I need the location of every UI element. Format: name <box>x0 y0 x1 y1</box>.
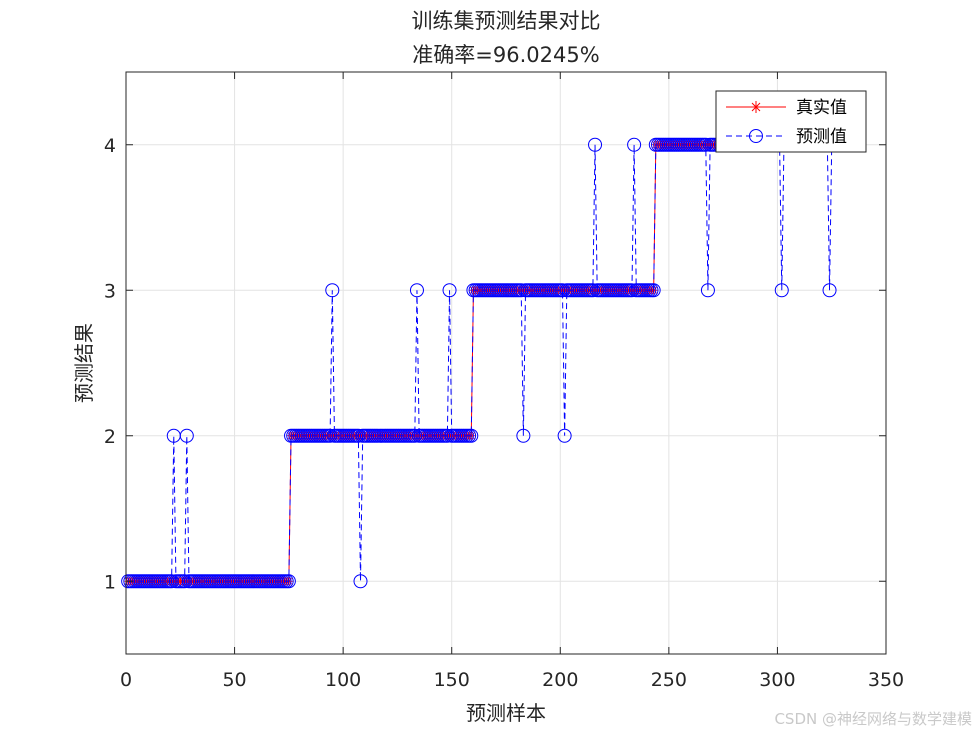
x-tick-label: 200 <box>542 669 578 691</box>
legend-true-label: 真实值 <box>796 98 847 118</box>
plot-frame <box>125 71 887 655</box>
chart-subtitle: 准确率=96.0245% <box>412 43 599 67</box>
x-tick-label: 0 <box>120 669 132 691</box>
legend-box <box>715 90 867 153</box>
axis-ticks: 0 50 100 150 200 250 300 350 1 2 3 4 <box>104 72 904 691</box>
predicted-point <box>646 283 661 298</box>
x-tick-label: 50 <box>222 669 246 691</box>
predicted-point <box>516 428 531 443</box>
x-tick-label: 250 <box>651 669 687 691</box>
predicted-point <box>442 283 457 298</box>
x-axis-label: 预测样本 <box>466 701 546 725</box>
predicted-point <box>281 574 296 589</box>
predicted-point <box>464 428 479 443</box>
legend: 真实值 预测值 <box>715 90 867 153</box>
legend-pred-marker <box>749 129 763 143</box>
predicted-point <box>325 283 340 298</box>
watermark: CSDN @神经网络与数学建模 <box>774 710 972 728</box>
predicted-point <box>588 137 603 152</box>
x-tick-label: 350 <box>868 669 904 691</box>
predicted-point <box>409 283 424 298</box>
x-tick-label: 300 <box>759 669 795 691</box>
legend-true-marker <box>750 101 762 113</box>
legend-pred-label: 预测值 <box>796 127 847 147</box>
predicted-point <box>774 283 789 298</box>
predicted-point <box>822 283 837 298</box>
x-tick-label: 150 <box>434 669 470 691</box>
y-axis-label: 预测结果 <box>72 323 96 403</box>
predicted-point <box>700 283 715 298</box>
predicted-point <box>353 574 368 589</box>
y-tick-label: 3 <box>104 280 116 302</box>
y-tick-label: 4 <box>104 135 116 157</box>
predicted-point <box>179 428 194 443</box>
y-tick-label: 2 <box>104 426 116 448</box>
x-tick-label: 100 <box>325 669 361 691</box>
predicted-point <box>557 428 572 443</box>
y-tick-label: 1 <box>104 571 116 593</box>
predicted-point <box>627 137 642 152</box>
chart-title: 训练集预测结果对比 <box>412 9 601 33</box>
